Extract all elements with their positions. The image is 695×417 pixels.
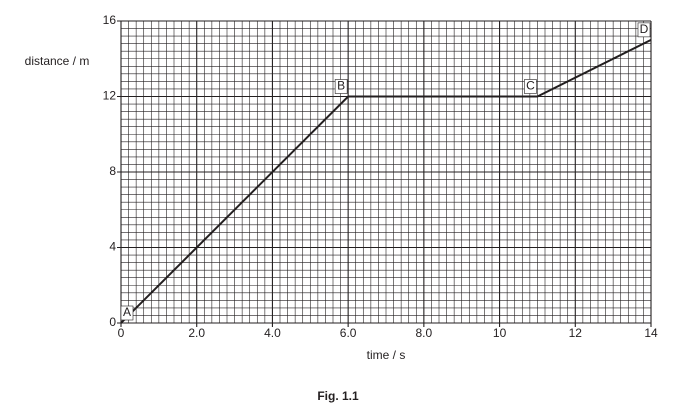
y-tick-label: 0 <box>109 315 116 329</box>
point-label: B <box>337 79 345 93</box>
x-tick-label: 0 <box>118 326 125 340</box>
x-axis-label: time / s <box>367 348 406 362</box>
point-label-box <box>334 79 348 94</box>
x-tick-label: 10 <box>493 326 507 340</box>
y-tick-label: 8 <box>109 164 116 178</box>
x-tick-label: 6.0 <box>340 326 357 340</box>
x-tick-label: 12 <box>569 326 583 340</box>
x-tick-label: 14 <box>644 326 658 340</box>
y-axis-label: distance / m <box>25 54 90 68</box>
data-line <box>120 38 652 324</box>
point-label-box <box>637 22 651 38</box>
caption: Fig. 1.1 <box>317 389 359 403</box>
y-tick-label: 12 <box>103 89 117 103</box>
x-tick-label: 2.0 <box>188 326 205 340</box>
point-label-box <box>524 79 537 94</box>
x-tick-label: 4.0 <box>264 326 281 340</box>
y-tick-label: 4 <box>109 240 116 254</box>
point-label: C <box>526 79 535 93</box>
point-label: D <box>640 22 649 36</box>
y-tick-label: 16 <box>103 13 117 27</box>
point-label: A <box>123 305 131 319</box>
point-label-box <box>120 305 134 321</box>
x-tick-label: 8.0 <box>416 326 433 340</box>
